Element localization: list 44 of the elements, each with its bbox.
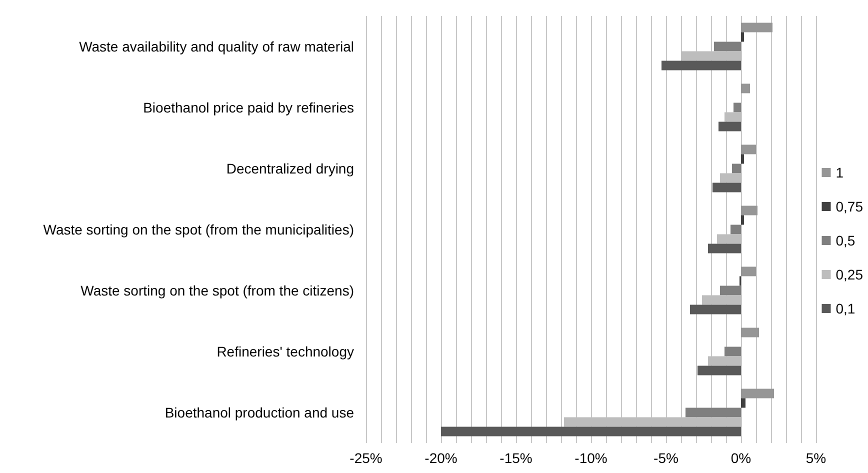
bar [698, 366, 741, 376]
x-tick-label: -20% [424, 450, 458, 466]
legend-label: 0,5 [836, 232, 856, 248]
y-tick-label: Refineries' technology [216, 344, 354, 360]
bar [741, 328, 759, 338]
bar [741, 206, 758, 216]
legend-label: 0,75 [836, 198, 864, 214]
bar [741, 22, 772, 32]
bar [741, 32, 744, 42]
bar [741, 266, 756, 276]
y-tick-label: Waste availability and quality of raw material [79, 38, 354, 54]
y-tick-label: Waste sorting on the spot (from the citizens) [80, 282, 354, 298]
bar [730, 224, 741, 234]
y-tick-label: Waste sorting on the spot (from the municipalities) [43, 222, 354, 238]
bar [741, 388, 774, 398]
x-tick-label: 0% [730, 450, 752, 466]
bar [712, 182, 741, 192]
bar [718, 122, 741, 132]
bar [741, 154, 744, 164]
bar [741, 215, 744, 225]
bar [724, 346, 741, 356]
bar [441, 426, 741, 436]
bar [741, 144, 756, 154]
x-tick-label: -25% [350, 450, 382, 466]
bar [720, 286, 741, 296]
legend-label: 1 [836, 164, 844, 180]
bar [662, 60, 741, 70]
bar [741, 84, 750, 94]
bar [714, 42, 741, 52]
bar [732, 164, 741, 174]
bar [686, 408, 741, 418]
bar [690, 304, 741, 314]
y-tick-label: Decentralized drying [226, 160, 354, 176]
x-tick-label: 5% [806, 450, 826, 466]
legend-label: 0,25 [836, 266, 864, 282]
legend-label: 0,1 [836, 300, 856, 316]
bar [708, 244, 741, 254]
y-tick-label: Bioethanol production and use [164, 404, 354, 420]
y-tick-label: Bioethanol price paid by refineries [143, 100, 354, 116]
x-tick-label: -10% [574, 450, 608, 466]
bar [734, 102, 741, 112]
bar [741, 398, 746, 408]
x-tick-label: -5% [654, 450, 678, 466]
x-tick-label: -15% [500, 450, 532, 466]
